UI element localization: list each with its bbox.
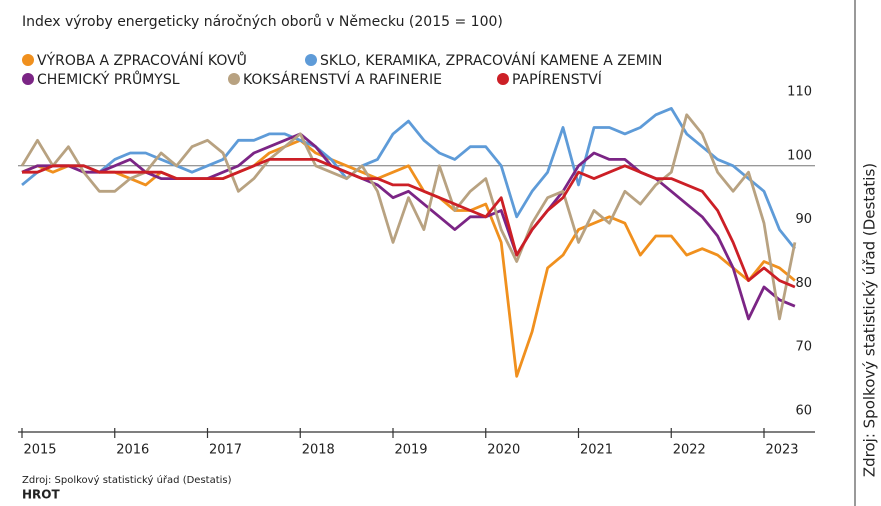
series-line (21, 132, 796, 321)
legend-marker (497, 73, 509, 85)
x-tick-label: 2023 (765, 443, 798, 458)
legend-marker (305, 54, 317, 66)
legend-marker (228, 73, 240, 85)
x-tick-label: 2015 (23, 443, 56, 458)
x-tick-label: 2020 (487, 443, 520, 458)
legend-label: PAPÍRENSTVÍ (512, 71, 602, 88)
x-tick-label: 2021 (580, 443, 613, 458)
legend-label: VÝROBA A ZPRACOVÁNÍ KOVŮ (37, 51, 247, 69)
y-tick-label: 90 (795, 212, 812, 227)
series-line (21, 107, 796, 250)
legend-marker (22, 54, 34, 66)
x-tick-label: 2017 (209, 443, 242, 458)
series-line (21, 138, 796, 378)
brand: HROT (22, 488, 60, 502)
x-tick-label: 2019 (394, 443, 427, 458)
series-line (20, 113, 797, 321)
y-tick-label: 70 (795, 340, 812, 355)
x-tick-label: 2018 (302, 443, 335, 458)
x-tick-label: 2022 (673, 443, 706, 458)
side-note: Zdroj: Spolkový statistický úřad (Destat… (861, 163, 879, 477)
x-tick-label: 2016 (116, 443, 149, 458)
y-tick-label: 60 (795, 404, 812, 419)
legend-label: SKLO, KERAMIKA, ZPRACOVÁNÍ KAMENE A ZEMI… (320, 52, 662, 69)
y-tick-label: 110 (787, 85, 812, 100)
legend-label: KOKSÁRENSTVÍ A RAFINERIE (243, 71, 442, 88)
y-tick-label: 100 (787, 148, 812, 163)
legend-label: CHEMICKÝ PRŮMYSL (37, 70, 180, 88)
source: Zdroj: Spolkový statistický úřad (Destat… (22, 474, 232, 486)
chart-title: Index výroby energeticky náročných oborů… (22, 14, 503, 30)
series-line (22, 158, 796, 289)
legend-marker (22, 73, 34, 85)
y-tick-label: 80 (795, 276, 812, 291)
